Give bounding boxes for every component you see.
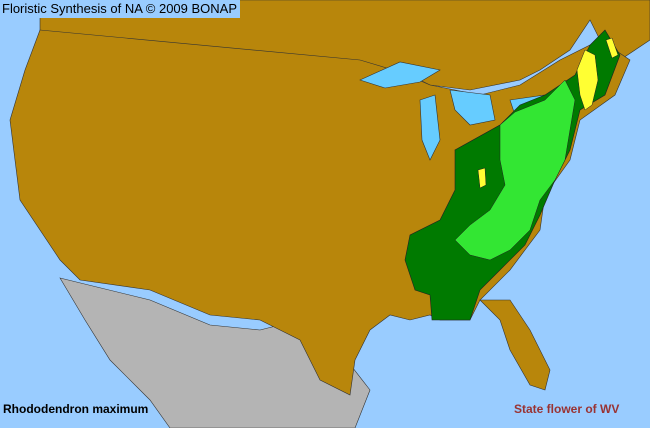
- present-counties: [454, 79, 576, 261]
- species-name: Rhododendron maximum: [3, 402, 149, 416]
- rare-counties: [477, 37, 619, 189]
- map-title: Floristic Synthesis of NA © 2009 BONAP: [0, 0, 241, 18]
- florida-region: [479, 299, 551, 391]
- state-flower-note: State flower of WV: [514, 402, 620, 416]
- mexico-region: [59, 277, 371, 428]
